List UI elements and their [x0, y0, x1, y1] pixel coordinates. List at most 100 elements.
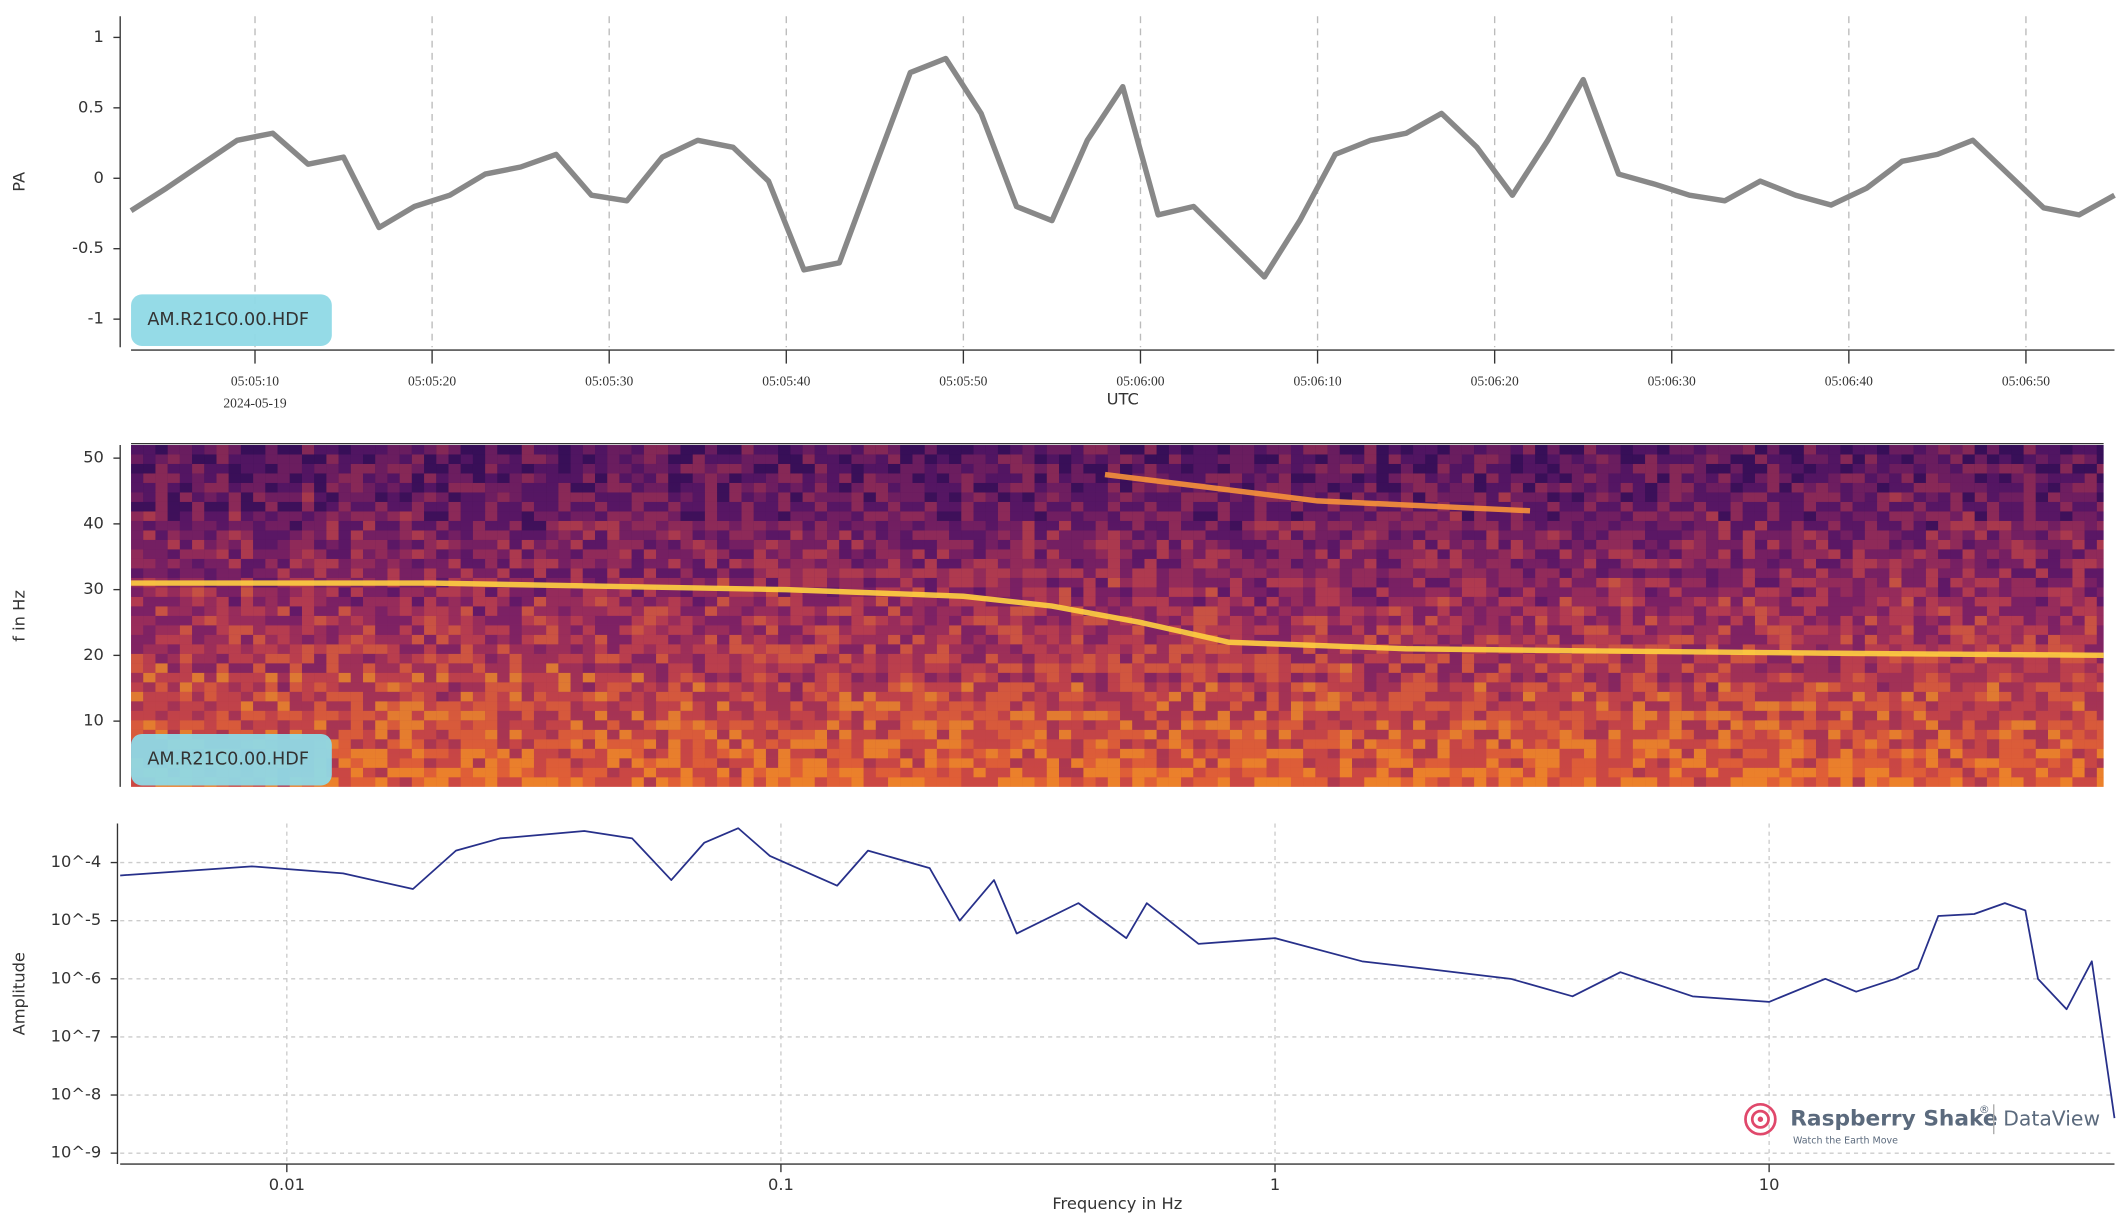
- spectrogram-cell: [1327, 767, 1340, 778]
- spectrogram-cell: [1278, 644, 1291, 654]
- spectrogram-cell: [1669, 682, 1682, 692]
- spectrogram-cell: [1706, 568, 1719, 578]
- spectrogram-cell: [485, 682, 498, 692]
- spectrogram-cell: [1010, 454, 1023, 464]
- spectrogram-cell: [1559, 492, 1572, 502]
- spectrogram-cell: [607, 625, 620, 635]
- spectrogram-cell: [1266, 501, 1279, 512]
- spectrogram-cell: [1059, 511, 1072, 521]
- spectrogram-cell: [753, 663, 766, 673]
- spectrogram-cell: [1767, 444, 1780, 455]
- spectrogram-cell: [839, 653, 852, 664]
- spectrogram-cell: [1205, 511, 1218, 521]
- spectrogram-cell: [765, 663, 779, 673]
- spectrogram-cell: [558, 682, 571, 692]
- spectrogram-cell: [1584, 577, 1597, 588]
- spectrogram-cell: [1669, 606, 1682, 616]
- spectrogram-cell: [1730, 596, 1743, 607]
- spectrogram-cell: [717, 577, 730, 588]
- spectrogram-cell: [1791, 520, 1804, 531]
- spectrogram-cell: [802, 606, 815, 616]
- spectrogram-cell: [1425, 739, 1438, 749]
- spectrogram-cell: [985, 644, 998, 654]
- spectrogram-cell: [1657, 530, 1670, 540]
- spectrogram-cell: [1193, 701, 1206, 711]
- spectrogram-cell: [448, 473, 461, 483]
- spectrogram-cell: [1498, 767, 1511, 778]
- spectrogram-cell: [985, 587, 998, 597]
- spectrogram-cell: [1071, 558, 1084, 569]
- spectrogram-cell: [656, 701, 669, 711]
- spectrogram-cell: [668, 482, 681, 493]
- spectrogram-cell: [1144, 615, 1157, 626]
- spectrogram-cell: [533, 739, 547, 749]
- spectrogram-cell: [1266, 634, 1279, 645]
- spectrogram-cell: [668, 767, 681, 778]
- spectrogram-cell: [704, 473, 718, 483]
- spectrogram-cell: [1425, 492, 1438, 502]
- spectrogram-cell: [814, 492, 828, 502]
- spectrogram-cell: [863, 530, 876, 540]
- spectrogram-cell: [1413, 701, 1426, 711]
- spectrogram-cell: [1413, 758, 1426, 768]
- spectrogram-cell: [1010, 606, 1023, 616]
- spectrogram-cell: [1083, 568, 1096, 578]
- spectrogram-cell: [1120, 482, 1133, 493]
- spectrogram-cell: [1059, 691, 1072, 702]
- spectrogram-cell: [1242, 596, 1255, 607]
- spectrogram-cell: [1608, 748, 1621, 759]
- spectrogram-cell: [1620, 549, 1633, 559]
- spectrogram-cell: [729, 777, 742, 787]
- spectrogram-cell: [1559, 748, 1572, 759]
- spectrogram-cell: [1181, 444, 1194, 455]
- spectrogram-cell: [1510, 729, 1523, 740]
- spectrogram-cell: [1022, 682, 1035, 692]
- spectrogram-cell: [607, 682, 620, 692]
- spectrogram-cell: [1693, 634, 1707, 645]
- spectrogram-cell: [631, 501, 644, 512]
- spectrogram-cell: [949, 758, 962, 768]
- spectrogram-cell: [558, 530, 571, 540]
- spectrogram-cell: [399, 501, 412, 512]
- spectrogram-cell: [265, 682, 278, 692]
- spectrogram-cell: [265, 615, 278, 626]
- spectrogram-cell: [704, 501, 718, 512]
- spectrogram-cell: [1181, 777, 1194, 787]
- spectrogram-cell: [1535, 701, 1548, 711]
- spectrogram-cell: [765, 777, 779, 787]
- spectrogram-cell: [1413, 748, 1426, 759]
- spectrogram-cell: [1010, 568, 1023, 578]
- spectrogram-cell: [680, 644, 693, 654]
- spectrogram-cell: [1730, 625, 1743, 635]
- spectrogram-cell: [143, 511, 156, 521]
- spectrogram-cell: [1706, 606, 1719, 616]
- spectrogram-cell: [778, 454, 791, 464]
- spectrogram-cell: [985, 653, 998, 664]
- spectrogram-cell: [1120, 729, 1133, 740]
- spectrogram-cell: [1510, 625, 1523, 635]
- spectrogram-cell: [216, 492, 229, 502]
- spectrogram-cell: [1034, 767, 1047, 778]
- spectrogram-cell: [1168, 577, 1182, 588]
- spectrogram-cell: [436, 596, 449, 607]
- spectrogram-cell: [1498, 758, 1511, 768]
- spectrogram-cell: [204, 606, 217, 616]
- spectrogram-cell: [350, 492, 364, 502]
- spectrogram-cell: [1132, 625, 1145, 635]
- spectrogram-cell: [973, 748, 986, 759]
- spectrogram-cell: [1071, 729, 1084, 740]
- spectrogram-cell: [1522, 454, 1536, 464]
- spectrogram-cell: [802, 596, 815, 607]
- spectrogram-cell: [985, 720, 998, 730]
- spectrogram-cell: [875, 748, 889, 759]
- spectrogram-cell: [900, 663, 913, 673]
- spectrogram-cell: [582, 473, 596, 483]
- spectrogram-cell: [997, 511, 1011, 521]
- spectrogram-cell: [1437, 463, 1450, 474]
- spectrogram-cell: [1718, 454, 1731, 464]
- spectrogram-cell: [949, 672, 962, 683]
- spectrogram-cell: [997, 606, 1011, 616]
- spectrogram-cell: [1120, 444, 1133, 455]
- spectrogram-cell: [1730, 587, 1743, 597]
- spectrogram-cell: [741, 653, 754, 664]
